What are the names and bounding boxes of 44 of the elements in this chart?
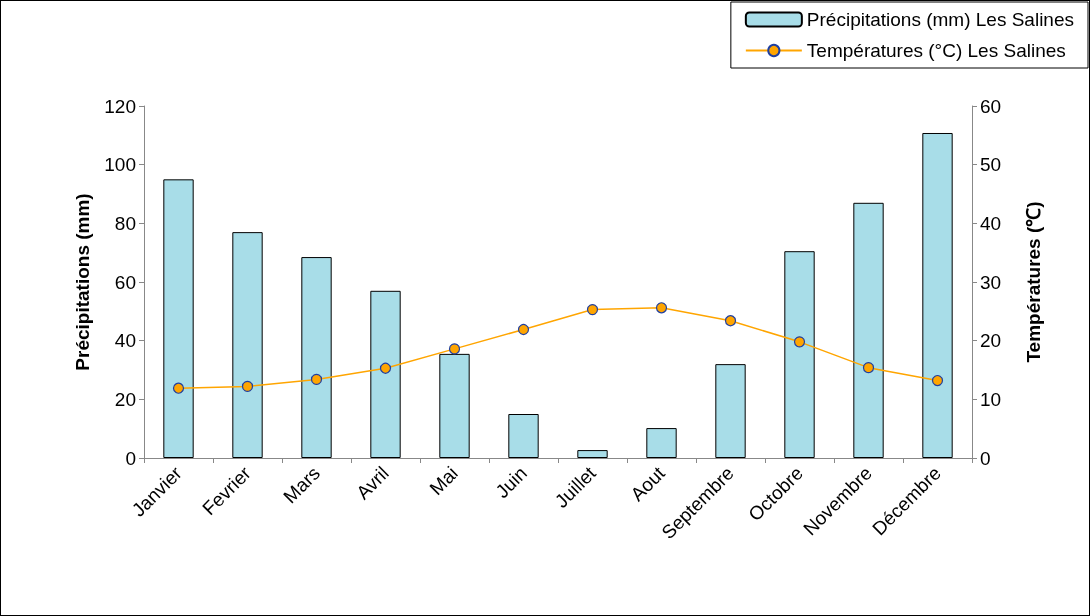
bar	[646, 428, 677, 458]
y-tick-label: 0	[125, 447, 136, 469]
point	[586, 303, 599, 316]
legend-label: Précipitations (mm) Les Salines	[806, 9, 1075, 30]
y-tick-label: 20	[114, 388, 136, 410]
y-tick-label: 80	[114, 212, 136, 234]
y-axis-title: Précipitations (mm)	[72, 193, 93, 371]
y2-tick-label: 30	[980, 271, 1002, 293]
bar	[784, 251, 815, 458]
point	[724, 315, 737, 327]
bar	[577, 450, 608, 458]
y-tick-label: 120	[104, 95, 136, 117]
point	[310, 373, 323, 385]
bar	[715, 364, 746, 458]
y-tick-label: 40	[114, 330, 136, 352]
point	[379, 362, 392, 374]
y-tick-label: 60	[114, 271, 136, 293]
legend-label: Températures (°C) Les Salines	[806, 40, 1066, 61]
point	[655, 302, 668, 314]
y2-tick-label: 0	[980, 447, 991, 469]
y2-axis-title: Températures (℃)	[1023, 201, 1044, 363]
bar	[508, 414, 539, 458]
y-tick-label: 100	[104, 154, 136, 176]
bar	[232, 232, 263, 458]
x-tick-label: Mai	[425, 462, 462, 500]
bar	[301, 257, 332, 458]
y2-tick-label: 50	[980, 154, 1002, 176]
point	[241, 380, 254, 393]
point	[517, 323, 530, 336]
point	[931, 374, 944, 387]
point	[448, 343, 461, 355]
bar	[163, 179, 194, 458]
bar	[853, 202, 884, 458]
y2-tick-label: 60	[980, 95, 1002, 117]
y2-tick-label: 10	[980, 388, 1002, 410]
y2-tick-label: 40	[980, 212, 1002, 234]
x-tick-label: Juin	[491, 462, 531, 503]
y2-tick-label: 20	[980, 330, 1002, 352]
bar	[439, 353, 470, 458]
point	[793, 336, 806, 348]
point	[862, 362, 875, 374]
bar	[370, 290, 401, 458]
point	[172, 382, 185, 394]
bar	[922, 132, 953, 458]
